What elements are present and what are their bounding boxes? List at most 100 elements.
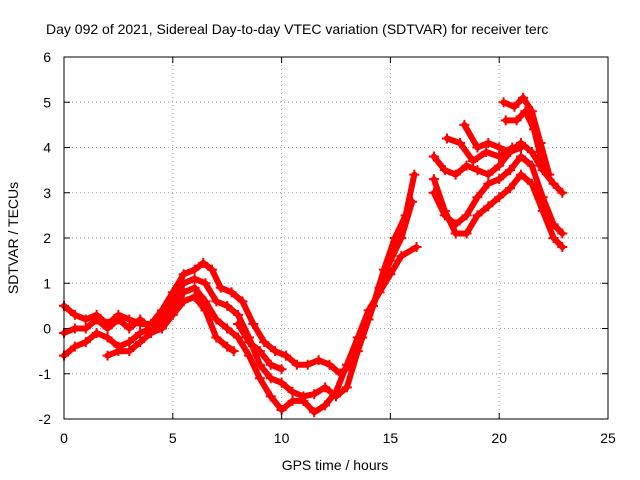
data-point [509,101,520,112]
data-point [505,183,516,194]
series-track-4 [102,291,239,361]
data-point [494,174,505,185]
data-point [69,341,80,352]
data-point [102,332,113,343]
x-axis-label: GPS time / hours [282,457,389,473]
data-point [102,323,113,334]
data-point [167,309,178,320]
data-point [233,318,244,329]
data-point [178,287,189,298]
data-point [537,205,548,216]
data-point [548,233,559,243]
data-point [483,178,494,189]
x-tick-label: 10 [274,430,290,446]
data-point [265,359,276,370]
data-point [331,386,341,397]
data-point [270,346,281,357]
data-point [515,142,526,153]
x-tick-label: 20 [491,430,507,446]
data-point [374,287,385,298]
data-point [69,323,80,334]
data-point [341,382,352,393]
data-point [178,278,189,289]
data-point [167,291,178,302]
data-point [243,350,254,361]
data-point [200,305,211,316]
data-point [557,242,568,253]
data-point [511,115,522,126]
data-point [80,323,91,334]
data-point [450,169,461,180]
data-point [215,282,226,293]
data-point [124,314,135,325]
data-point [324,359,335,370]
data-point [520,106,531,117]
data-point [483,201,494,212]
data-point [287,386,298,397]
y-axis-label: SDTVAR / TECUs [5,182,21,294]
data-point [526,147,537,158]
data-point [409,169,420,180]
data-point [461,228,472,239]
data-point [507,142,518,153]
data-point [265,391,276,402]
data-point [455,137,466,148]
data-point [265,373,276,384]
data-point [91,314,102,325]
data-point [494,192,505,203]
data-point [309,407,320,418]
data-point [222,341,233,352]
data-point [407,196,418,207]
data-point [124,346,135,357]
data-point [341,359,352,370]
data-point [548,178,559,189]
data-point [320,382,331,393]
y-tick-label: 6 [43,49,51,65]
data-point [124,337,135,348]
data-point [189,282,200,293]
data-point [313,355,324,366]
series-track-8 [428,169,568,253]
data-point [80,314,91,325]
data-point [69,309,80,320]
data-point [211,314,222,325]
data-point [211,296,222,307]
data-point [472,192,483,203]
data-point [237,296,248,307]
data-point [526,178,537,189]
chart-title: Day 092 of 2021, Sidereal Day-to-day VTE… [46,21,548,37]
data-point [189,264,200,275]
data-point [352,332,363,343]
data-point [302,359,313,370]
data-point [222,300,233,311]
data-point [167,300,178,311]
data-point [450,228,461,239]
data-point [254,346,265,357]
data-point [254,373,265,384]
y-tick-label: 2 [43,230,51,246]
y-tick-label: -1 [39,366,52,382]
x-tick-label: 5 [169,430,177,446]
data-point [226,287,237,298]
series-track-5 [233,318,287,375]
data-point [505,165,516,176]
data-point [91,328,102,339]
data-point [483,137,494,148]
data-point [280,350,291,361]
data-point [396,251,407,262]
data-point [309,389,320,400]
data-point [515,169,526,180]
data-point [411,242,422,253]
x-tick-label: 0 [60,430,68,446]
data-point [259,337,270,348]
data-point [80,337,91,348]
data-point [113,346,124,357]
data-point [276,364,287,375]
data-point [248,318,259,329]
data-point [481,147,492,158]
data-point [135,337,146,348]
data-point [298,395,309,406]
data-point [146,328,157,339]
data-point [102,350,113,361]
